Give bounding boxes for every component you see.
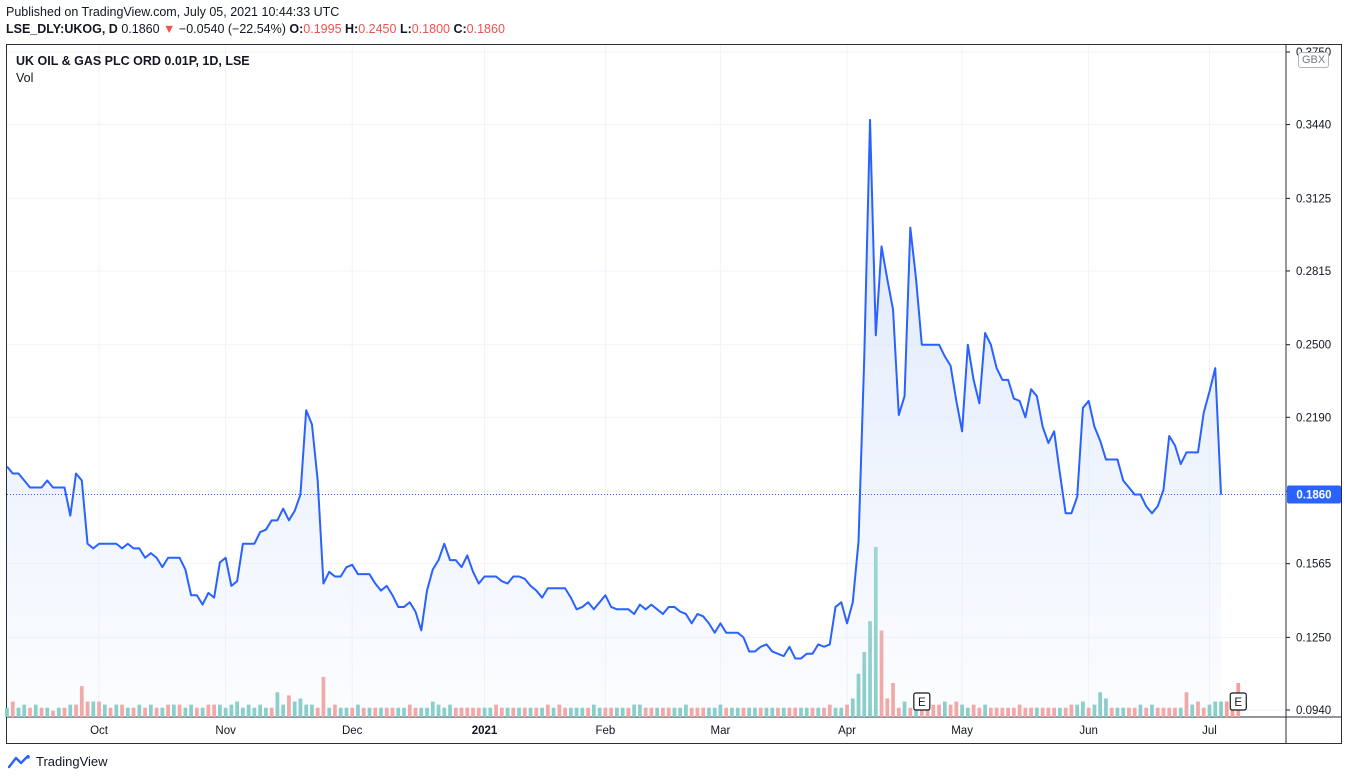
y-tick-label: 0.2500: [1296, 340, 1331, 352]
x-tick-label: 2021: [472, 725, 498, 737]
close-label: C:: [453, 22, 467, 36]
low-value: 0.1800: [411, 22, 450, 36]
x-tick-label: Mar: [711, 725, 731, 737]
tradingview-logo-icon: [8, 754, 30, 768]
chart-frame: [6, 44, 1342, 744]
footer-brand[interactable]: TradingView: [8, 754, 108, 769]
high-label: H:: [345, 22, 359, 36]
y-tick-label: 0.0940: [1296, 705, 1331, 717]
last-value-badge: [1287, 485, 1341, 504]
volume-bar: [1224, 701, 1229, 717]
earnings-mark-label: E: [1234, 697, 1242, 709]
x-tick-label: Oct: [90, 725, 109, 737]
last-value-label: 0.1860: [1296, 490, 1331, 502]
close-value: 0.1860: [466, 22, 505, 36]
change-arrow-icon: ▼: [163, 22, 176, 36]
x-tick-label: Nov: [215, 725, 236, 737]
legend-volume[interactable]: Vol: [16, 71, 34, 85]
y-tick-label: 0.2815: [1296, 266, 1331, 278]
symbol-label[interactable]: LSE_DLY:UKOG, D: [6, 22, 118, 36]
currency-badge[interactable]: GBX: [1298, 52, 1330, 68]
y-tick-label: 0.3440: [1296, 120, 1331, 132]
y-tick-label: 0.2190: [1296, 412, 1331, 424]
open-value: 0.1995: [303, 22, 342, 36]
high-value: 0.2450: [358, 22, 397, 36]
change-value: −0.0540 (−22.54%): [178, 22, 286, 36]
earnings-mark: [913, 692, 931, 711]
y-tick-label: 0.3125: [1296, 193, 1331, 205]
y-tick-label: 0.1250: [1296, 632, 1331, 644]
x-tick-label: Jun: [1079, 725, 1098, 737]
price-area-fill: [7, 119, 1221, 718]
open-label: O:: [289, 22, 304, 36]
published-note: Published on TradingView.com, July 05, 2…: [6, 5, 340, 19]
earnings-mark-label: E: [918, 697, 926, 709]
x-tick-label: Dec: [342, 725, 363, 737]
earnings-mark: [1229, 692, 1247, 711]
legend-title[interactable]: UK OIL & GAS PLC ORD 0.01P, 1D, LSE: [16, 54, 250, 68]
footer-brand-label: TradingView: [36, 754, 108, 769]
x-tick-label: Apr: [838, 725, 856, 737]
x-tick-label: May: [951, 725, 973, 737]
last-price: 0.1860: [121, 22, 160, 36]
ohlc-bar: LSE_DLY:UKOG, D 0.1860 ▼ −0.0540 (−22.54…: [6, 22, 505, 36]
x-tick-label: Jul: [1202, 725, 1217, 737]
low-label: L:: [399, 22, 412, 36]
y-tick-label: 0.1565: [1296, 559, 1331, 571]
price-line: [6, 118, 1222, 660]
x-tick-label: Feb: [595, 725, 615, 737]
